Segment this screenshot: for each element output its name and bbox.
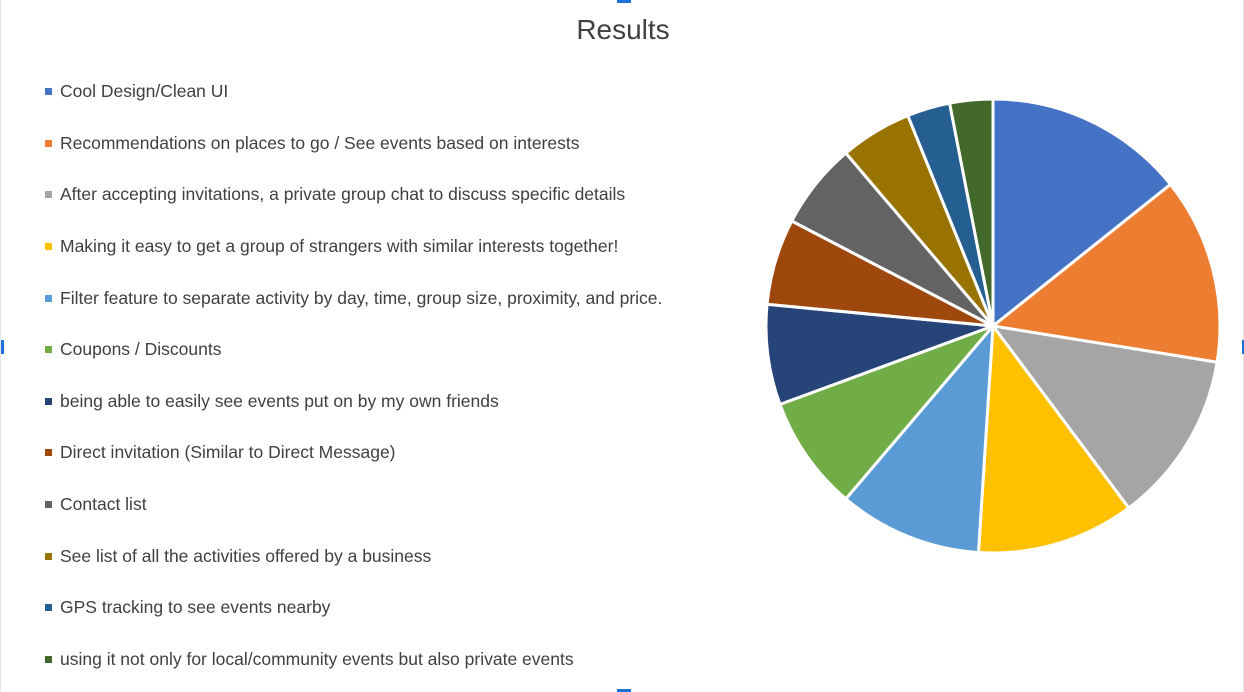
chart-legend: Cool Design/Clean UI Recommendations on p…	[45, 66, 765, 685]
pie-slice	[764, 302, 995, 406]
pie-slice	[844, 324, 995, 555]
legend-label: Making it easy to get a group of strange…	[60, 236, 619, 257]
legend-swatch	[45, 88, 52, 96]
chart-title: Results	[576, 14, 670, 45]
legend-label: Recommendations on places to go / See ev…	[60, 132, 580, 153]
legend-swatch	[45, 346, 52, 354]
legend-swatch	[45, 191, 52, 199]
legend-swatch	[45, 294, 52, 302]
legend-item: Direct invitation (Similar to Direct Mes…	[45, 427, 765, 479]
legend-label: being able to easily see events put on b…	[60, 390, 499, 411]
legend-swatch	[45, 604, 52, 612]
resize-handle-top[interactable]	[617, 0, 631, 3]
pie-slice	[991, 97, 1172, 328]
pie-slice	[976, 324, 1131, 555]
legend-item: using it not only for local/community ev…	[45, 634, 765, 686]
legend-item: Cool Design/Clean UI	[45, 66, 765, 118]
legend-swatch	[45, 552, 52, 560]
resize-handle-bottom[interactable]	[617, 689, 631, 692]
pie-slice	[948, 97, 995, 328]
legend-item: being able to easily see events put on b…	[45, 376, 765, 428]
resize-handle-left[interactable]	[1, 340, 4, 354]
resize-handle-right[interactable]	[1242, 340, 1244, 354]
legend-swatch	[45, 397, 52, 405]
legend-item: Making it easy to get a group of strange…	[45, 221, 765, 273]
legend-swatch	[45, 243, 52, 251]
legend-swatch	[45, 139, 52, 147]
legend-item: Contact list	[45, 479, 765, 531]
legend-label: After accepting invitations, a private g…	[60, 184, 626, 205]
pie-slice	[778, 324, 995, 501]
legend-label: Cool Design/Clean UI	[60, 81, 229, 102]
legend-item: Coupons / Discounts	[45, 324, 765, 376]
legend-item: See list of all the activities offered b…	[45, 530, 765, 582]
pie-slice	[991, 182, 1222, 364]
legend-swatch	[45, 449, 52, 457]
legend-label: Direct invitation (Similar to Direct Mes…	[60, 442, 396, 463]
pie-chart	[764, 97, 1222, 555]
legend-label: Coupons / Discounts	[60, 339, 222, 360]
legend-item: GPS tracking to see events nearby	[45, 582, 765, 634]
legend-label: Contact list	[60, 494, 147, 515]
legend-label: using it not only for local/community ev…	[60, 648, 574, 669]
legend-item: After accepting invitations, a private g…	[45, 169, 765, 221]
legend-swatch	[45, 655, 52, 663]
legend-item: Recommendations on places to go / See ev…	[45, 118, 765, 170]
legend-item: Filter feature to separate activity by d…	[45, 272, 765, 324]
legend-label: GPS tracking to see events nearby	[60, 597, 331, 618]
legend-swatch	[45, 501, 52, 509]
pie-slice	[991, 324, 1219, 510]
legend-label: See list of all the activities offered b…	[60, 545, 432, 566]
legend-label: Filter feature to separate activity by d…	[60, 287, 663, 308]
